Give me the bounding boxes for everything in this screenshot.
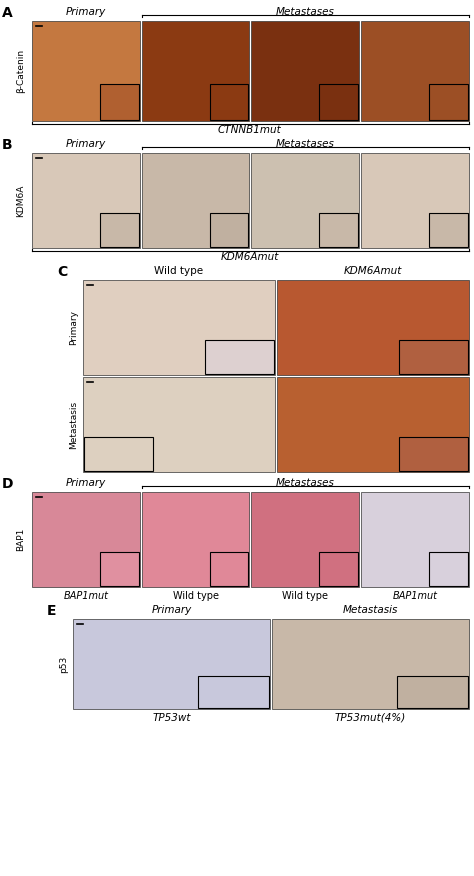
Text: β-Catenin: β-Catenin xyxy=(17,49,26,93)
Bar xyxy=(399,340,468,374)
Text: TP53wt: TP53wt xyxy=(152,713,191,723)
Bar xyxy=(142,153,249,248)
Text: Metastasis: Metastasis xyxy=(70,400,79,449)
Text: Primary: Primary xyxy=(66,139,106,149)
Text: Metastases: Metastases xyxy=(276,7,335,17)
Text: Primary: Primary xyxy=(70,310,79,345)
Bar xyxy=(100,213,139,247)
Bar xyxy=(272,619,469,709)
Bar xyxy=(100,84,139,120)
Text: KDM6Amut: KDM6Amut xyxy=(220,252,279,262)
Bar xyxy=(429,213,468,247)
Bar xyxy=(210,552,248,586)
Bar xyxy=(83,280,275,375)
Text: C: C xyxy=(57,265,67,279)
Bar xyxy=(83,377,275,472)
Text: KDM6Amut: KDM6Amut xyxy=(344,266,402,276)
Bar xyxy=(319,84,358,120)
Text: E: E xyxy=(47,604,56,618)
Bar xyxy=(429,552,468,586)
Bar xyxy=(32,21,140,121)
Bar xyxy=(142,21,249,121)
Bar xyxy=(73,619,270,709)
Text: TP53mut(4%): TP53mut(4%) xyxy=(335,713,406,723)
Bar xyxy=(205,340,274,374)
Bar xyxy=(361,153,469,248)
Text: Wild type: Wild type xyxy=(173,591,219,601)
Bar xyxy=(429,84,468,120)
Text: B: B xyxy=(2,138,13,152)
Text: BAP1mut: BAP1mut xyxy=(392,591,438,601)
Text: Primary: Primary xyxy=(66,7,106,17)
Bar xyxy=(84,437,153,471)
Bar xyxy=(397,675,468,708)
Text: Primary: Primary xyxy=(66,478,106,488)
Text: CTNNB1mut: CTNNB1mut xyxy=(218,125,282,135)
Text: BAP1mut: BAP1mut xyxy=(64,591,109,601)
Bar xyxy=(210,84,248,120)
Bar xyxy=(210,213,248,247)
Text: D: D xyxy=(2,477,13,491)
Text: Metastases: Metastases xyxy=(276,478,335,488)
Bar xyxy=(319,552,358,586)
Text: BAP1: BAP1 xyxy=(17,528,26,551)
Text: KDM6A: KDM6A xyxy=(17,184,26,216)
Text: Metastases: Metastases xyxy=(276,139,335,149)
Bar xyxy=(361,492,469,587)
Bar xyxy=(361,21,469,121)
Bar xyxy=(32,492,140,587)
Bar xyxy=(252,21,359,121)
Bar xyxy=(277,377,469,472)
Bar xyxy=(100,552,139,586)
Bar xyxy=(319,213,358,247)
Bar xyxy=(198,675,269,708)
Text: p53: p53 xyxy=(60,655,69,673)
Bar xyxy=(277,280,469,375)
Bar xyxy=(252,492,359,587)
Text: Primary: Primary xyxy=(151,605,191,615)
Bar xyxy=(32,153,140,248)
Bar xyxy=(252,153,359,248)
Text: Wild type: Wild type xyxy=(155,266,203,276)
Text: Wild type: Wild type xyxy=(283,591,328,601)
Bar xyxy=(399,437,468,471)
Bar xyxy=(142,492,249,587)
Text: A: A xyxy=(2,6,13,20)
Text: Metastasis: Metastasis xyxy=(343,605,398,615)
